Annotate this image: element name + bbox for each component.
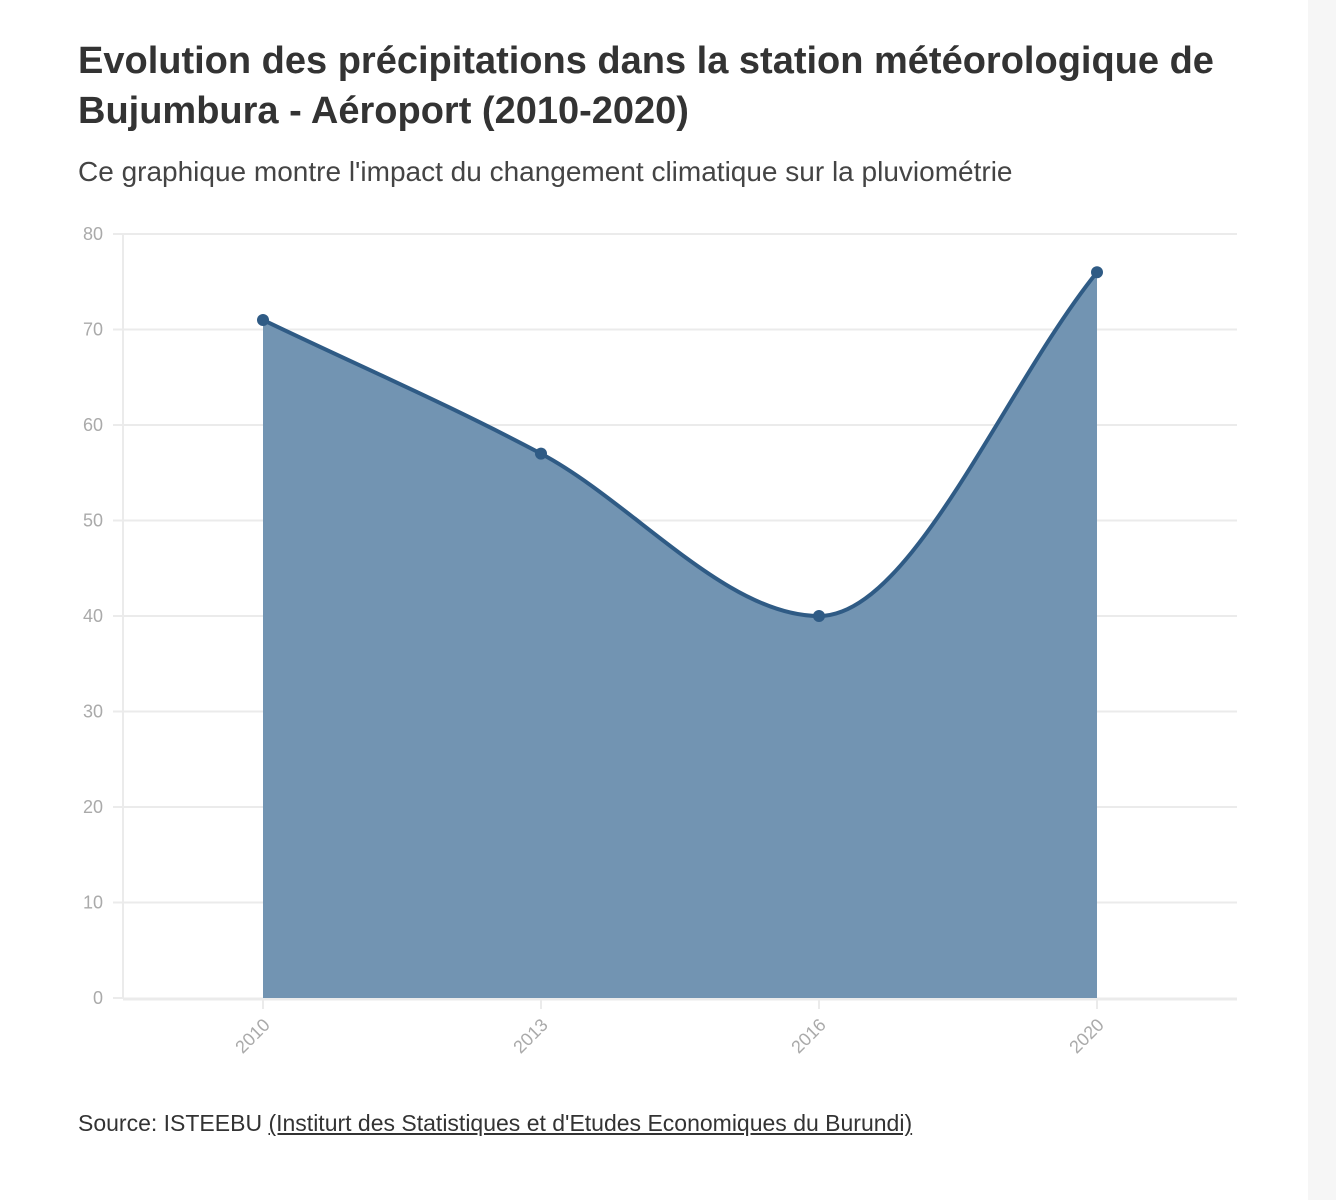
x-tick-label: 2013 bbox=[509, 1015, 551, 1057]
y-tick-label: 20 bbox=[83, 797, 103, 817]
page-right-margin bbox=[1308, 0, 1336, 1200]
source-link[interactable]: (Institurt des Statistiques et d'Etudes … bbox=[268, 1110, 913, 1136]
source-note: Source: ISTEEBU (Institurt des Statistiq… bbox=[78, 1106, 912, 1140]
data-point-2020[interactable] bbox=[1091, 266, 1103, 279]
y-tick-label: 80 bbox=[83, 224, 103, 244]
x-tick-label: 2020 bbox=[1065, 1015, 1107, 1057]
chart-subtitle: Ce graphique montre l'impact du changeme… bbox=[78, 156, 1013, 187]
series-line bbox=[261, 270, 1099, 618]
y-axis-tick-labels: 0 10 20 30 40 50 60 70 80 bbox=[83, 224, 103, 1008]
data-point-2010[interactable] bbox=[257, 313, 269, 326]
y-tick-label: 60 bbox=[83, 415, 103, 435]
y-tick-label: 10 bbox=[83, 893, 103, 913]
x-tick-label: 2010 bbox=[231, 1015, 273, 1057]
data-point-2016[interactable] bbox=[813, 610, 825, 622]
y-tick-label: 50 bbox=[83, 511, 103, 531]
axes bbox=[113, 233, 1237, 1009]
source-prefix: Source: ISTEEBU bbox=[78, 1110, 269, 1136]
y-tick-label: 0 bbox=[93, 988, 103, 1008]
y-tick-label: 30 bbox=[83, 702, 103, 722]
x-axis-tick-labels: 2010 2013 2016 2020 bbox=[231, 1015, 1107, 1057]
chart-title: Evolution des précipitations dans la sta… bbox=[78, 40, 1214, 132]
y-tick-label: 40 bbox=[83, 606, 103, 626]
data-point-2013[interactable] bbox=[535, 447, 547, 460]
x-tick-label: 2016 bbox=[787, 1015, 829, 1057]
series-area bbox=[257, 266, 1103, 998]
y-tick-label: 70 bbox=[83, 320, 103, 340]
area-fill bbox=[263, 272, 1097, 998]
